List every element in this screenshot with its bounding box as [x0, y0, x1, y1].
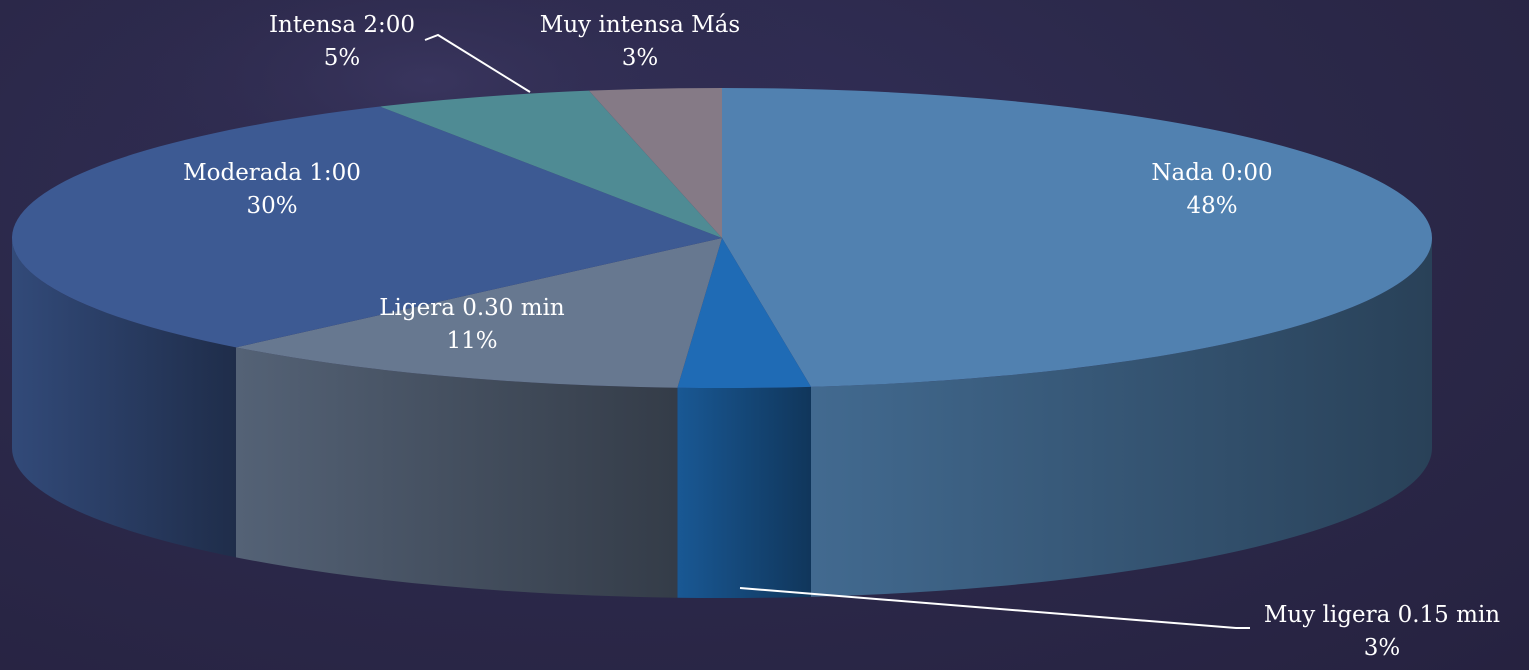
- leader-line-2: [739, 587, 1250, 629]
- slice-name-6: Muy intensa Más: [540, 12, 740, 38]
- slice-side-4: [12, 238, 236, 558]
- pie-top: [11, 88, 1433, 388]
- slice-percent-1: 48%: [1186, 193, 1237, 219]
- slice-percent-6: 3%: [622, 45, 659, 71]
- pie-sides: [12, 238, 1432, 598]
- slice-name-3: Ligera 0.30 min: [379, 295, 565, 321]
- slice-label-2: Muy ligera 0.15 min 3%: [1264, 602, 1500, 661]
- slice-side-2: [677, 386, 811, 598]
- slice-name-1: Nada 0:00: [1151, 160, 1272, 186]
- slice-label-3: Ligera 0.30 min 11%: [379, 295, 565, 354]
- leader-line-5: [424, 33, 531, 93]
- data-labels: Nada 0:00 48% Muy ligera 0.15 min 3% Ligera …: [183, 12, 1500, 661]
- slice-percent-3: 11%: [446, 328, 497, 354]
- slice-side-3: [235, 347, 678, 598]
- slice-top-5: [379, 90, 722, 238]
- slice-percent-2: 3%: [1364, 635, 1401, 661]
- leader-lines: [424, 33, 1250, 629]
- slice-label-4: Moderada 1:00 30%: [183, 160, 361, 219]
- slice-top-6: [588, 88, 722, 238]
- slice-label-6: Muy intensa Más 3%: [540, 12, 740, 71]
- slice-name-2: Muy ligera 0.15 min: [1264, 602, 1500, 628]
- slice-percent-4: 30%: [246, 193, 297, 219]
- slice-side-1: [810, 238, 1432, 597]
- slice-percent-5: 5%: [324, 45, 361, 71]
- slice-top-2: [677, 238, 811, 388]
- slice-name-4: Moderada 1:00: [183, 160, 361, 186]
- slice-top-4: [11, 106, 722, 348]
- slice-label-1: Nada 0:00 48%: [1151, 160, 1272, 219]
- slice-name-5: Intensa 2:00: [269, 12, 415, 38]
- slice-top-1: [722, 88, 1433, 387]
- slice-label-5: Intensa 2:00 5%: [269, 12, 415, 71]
- slice-top-3: [235, 238, 722, 388]
